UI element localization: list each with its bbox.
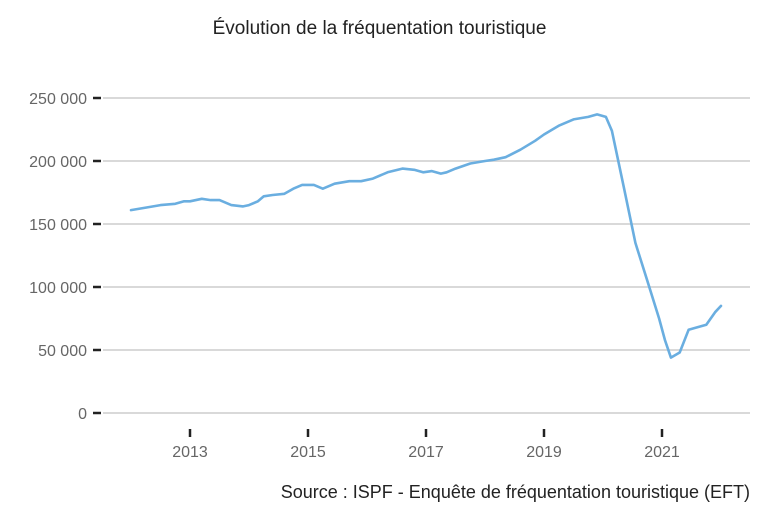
x-tick-label: 2015 [290,444,326,461]
y-tick-label: 100 000 [29,280,87,297]
x-tick-label: 2017 [408,444,444,461]
x-tick-label: 2021 [644,444,680,461]
source-note: Source : ISPF - Enquête de fréquentation… [280,482,750,502]
y-axis: 0 50 000 100 000 150 000 200 000 250 000 [29,91,101,423]
y-tick-label: 250 000 [29,91,87,108]
y-tick-label: 50 000 [38,343,87,360]
chart-title: Évolution de la fréquentation touristiqu… [212,18,547,39]
x-tick-label: 2019 [526,444,562,461]
y-tick-label: 150 000 [29,217,87,234]
x-axis: 2013 2015 2017 2019 2021 [172,429,680,461]
x-tick-label: 2013 [172,444,208,461]
y-tick-label: 200 000 [29,154,87,171]
series-line [129,113,723,359]
y-tick-label: 0 [78,406,87,423]
gridlines [103,97,750,414]
